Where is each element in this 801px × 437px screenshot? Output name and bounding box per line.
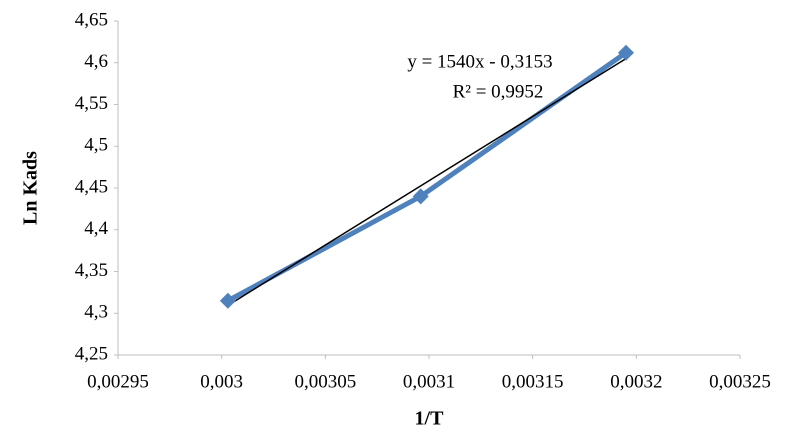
y-tick-label: 4,45 (75, 176, 108, 197)
y-tick-label: 4,65 (75, 9, 108, 30)
y-tick-label: 4,25 (75, 343, 108, 364)
trendline (228, 59, 626, 306)
chart: 1/T Ln Kads y = 1540x - 0,3153 R² = 0,99… (0, 0, 801, 437)
trendline-r2: R² = 0,9952 (453, 81, 544, 102)
y-tick-label: 4,4 (84, 218, 108, 239)
y-tick-label: 4,3 (84, 302, 108, 323)
x-tick-label: 0,003 (200, 371, 243, 392)
x-tick-label: 0,00315 (502, 371, 564, 392)
x-tick-label: 0,00295 (87, 371, 149, 392)
x-axis-title: 1/T (415, 408, 445, 430)
y-tick-label: 4,55 (75, 93, 108, 114)
x-tick-label: 0,00325 (709, 371, 771, 392)
y-tick-label: 4,6 (84, 51, 108, 72)
trendline-equation: y = 1540x - 0,3153 (407, 51, 552, 72)
x-tick-label: 0,00305 (294, 371, 356, 392)
x-tick-label: 0,0032 (610, 371, 662, 392)
y-axis-title: Ln Kads (20, 151, 42, 225)
series-line (228, 53, 626, 301)
y-tick-label: 4,35 (75, 260, 108, 281)
x-tick-label: 0,0031 (403, 371, 455, 392)
y-tick-label: 4,5 (84, 135, 108, 156)
page: 1/T Ln Kads y = 1540x - 0,3153 R² = 0,99… (0, 0, 801, 437)
